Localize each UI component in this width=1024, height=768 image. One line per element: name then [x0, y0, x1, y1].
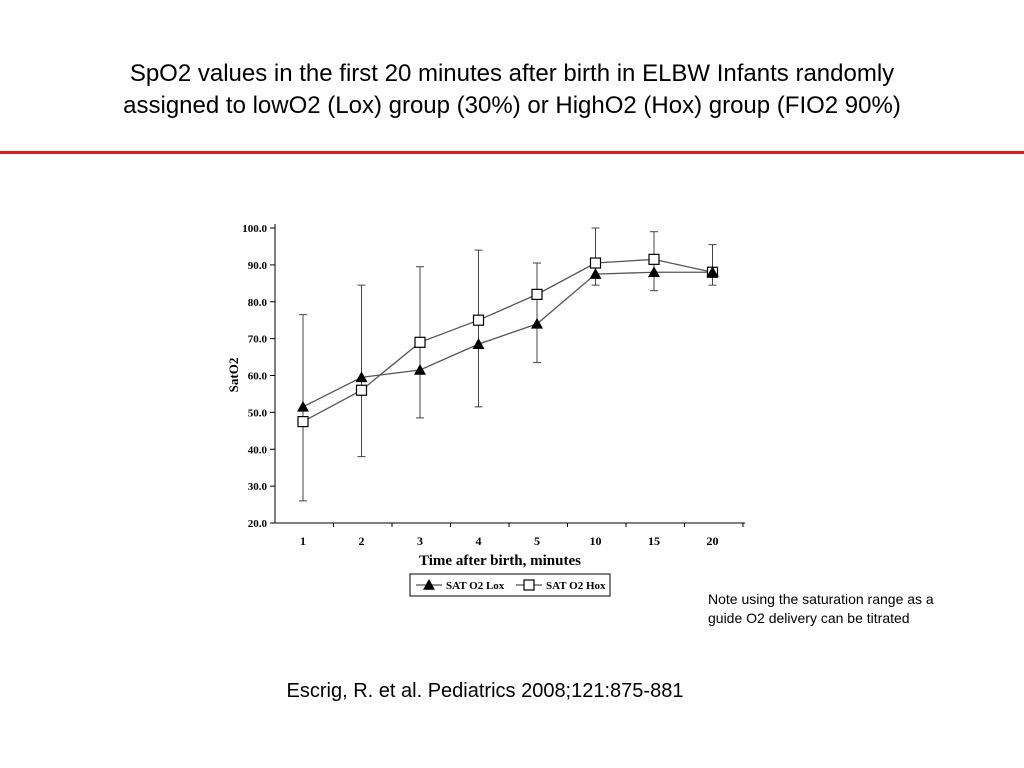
- y-tick-label: 70.0: [248, 334, 268, 346]
- hox-point: [648, 253, 660, 265]
- lox-point: [355, 371, 368, 383]
- lox-point: [648, 266, 660, 278]
- y-tick-label: 80.0: [248, 297, 268, 309]
- note-line-2: guide O2 delivery can be titrated: [708, 610, 910, 626]
- chart-legend: SAT O2 Lox SAT O2 Hox: [409, 573, 611, 597]
- hox-point: [414, 336, 426, 348]
- lox-point: [706, 266, 719, 278]
- hox-point: [589, 257, 602, 269]
- series-line-1: [302, 258, 713, 423]
- x-tick-label: 1: [300, 534, 306, 548]
- x-tick-label: 15: [648, 534, 660, 548]
- lox-point: [589, 268, 602, 279]
- chart-series-lines: [302, 258, 713, 423]
- x-tick-label: 4: [476, 534, 482, 548]
- x-tick-label: 5: [534, 534, 540, 548]
- note-text: Note using the saturation range as a gui…: [708, 590, 1008, 628]
- chart-markers: [297, 253, 719, 428]
- y-axis-label: SatO2: [226, 358, 241, 393]
- y-tick-label: 30.0: [248, 481, 268, 493]
- lox-point: [414, 363, 426, 375]
- slide-title-line-2: assigned to lowO2 (Lox) group (30%) or H…: [123, 92, 901, 119]
- hox-point: [297, 415, 309, 428]
- x-tick-label: 3: [417, 534, 423, 548]
- legend-box: [409, 573, 611, 597]
- lox-point: [472, 338, 485, 349]
- y-tick-label: 60.0: [248, 371, 268, 383]
- hox-point: [472, 314, 485, 326]
- note-line-1: Note using the saturation range as a: [708, 591, 934, 607]
- x-tick-label: 20: [707, 534, 719, 548]
- y-tick-label: 50.0: [248, 407, 268, 419]
- legend-label: SAT O2 Hox: [546, 580, 606, 592]
- y-tick-label: 100.0: [242, 223, 267, 235]
- legend-marker: [523, 579, 535, 591]
- x-tick-label: 10: [590, 534, 602, 548]
- hox-point: [531, 288, 543, 300]
- title-divider: [0, 151, 1024, 154]
- spo2-chart: 20.0 30.0 40.0 50.0 60.0 70.0 80.0 90.0 100.0 1 2 3…: [226, 223, 745, 597]
- chart-error-bars: [299, 227, 717, 502]
- chart-axes: [270, 224, 745, 527]
- lox-point: [297, 400, 309, 412]
- hox-point: [355, 384, 368, 396]
- legend-marker: [423, 579, 435, 590]
- chart-tick-labels: 20.0 30.0 40.0 50.0 60.0 70.0 80.0 90.0 100.0 1 2 3…: [242, 223, 718, 548]
- y-tick-label: 20.0: [248, 518, 268, 530]
- slide-title-line-1: SpO2 values in the first 20 minutes afte…: [129, 60, 895, 87]
- series-line-0: [302, 271, 713, 408]
- legend-label: SAT O2 Lox: [446, 580, 505, 592]
- citation: Escrig, R. et al. Pediatrics 2008;121:87…: [286, 680, 684, 702]
- lox-point: [531, 317, 543, 329]
- x-axis-label: Time after birth, minutes: [419, 553, 581, 569]
- y-tick-label: 90.0: [248, 260, 268, 272]
- x-tick-label: 2: [359, 534, 365, 548]
- y-tick-label: 40.0: [248, 444, 268, 456]
- slide-title: SpO2 values in the first 20 minutes afte…: [0, 58, 1024, 122]
